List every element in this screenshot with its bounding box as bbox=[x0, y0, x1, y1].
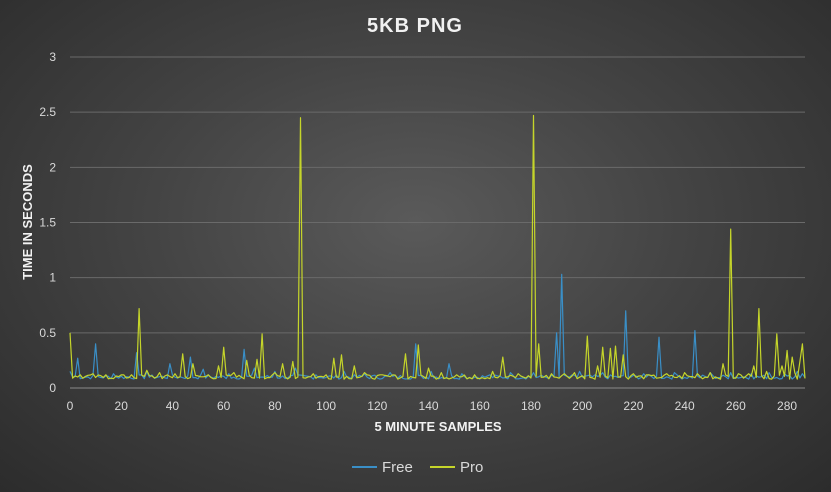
y-tick-label: 0 bbox=[49, 381, 56, 395]
y-tick-label: 1 bbox=[49, 271, 56, 285]
x-tick-label: 140 bbox=[419, 399, 439, 413]
y-tick-label: 2.5 bbox=[39, 105, 56, 119]
x-axis-ticks: 0 20 40 60 80 100 120 140 160 180 200 220 240 260 280 bbox=[67, 399, 798, 413]
x-tick-label: 20 bbox=[115, 399, 129, 413]
y-tick-label: 2 bbox=[49, 160, 56, 174]
legend: Free Pro bbox=[352, 459, 483, 476]
y-axis-ticks: 0 0.5 1 1.5 2 2.5 3 bbox=[39, 50, 56, 395]
x-tick-label: 220 bbox=[623, 399, 643, 413]
y-tick-label: 1.5 bbox=[39, 216, 56, 230]
x-tick-label: 40 bbox=[166, 399, 180, 413]
x-tick-label: 100 bbox=[316, 399, 336, 413]
x-tick-label: 260 bbox=[726, 399, 746, 413]
x-tick-label: 280 bbox=[777, 399, 797, 413]
x-tick-label: 240 bbox=[675, 399, 695, 413]
legend-label-free: Free bbox=[382, 459, 413, 476]
x-tick-label: 80 bbox=[268, 399, 282, 413]
x-axis-title: 5 MINUTE SAMPLES bbox=[374, 419, 501, 434]
x-tick-label: 160 bbox=[470, 399, 490, 413]
y-tick-label: 0.5 bbox=[39, 326, 56, 340]
gridlines bbox=[70, 56, 805, 389]
x-tick-label: 60 bbox=[217, 399, 231, 413]
x-tick-label: 0 bbox=[67, 399, 74, 413]
series-lines bbox=[69, 114, 806, 380]
legend-label-pro: Pro bbox=[460, 459, 483, 476]
chart-title: 5KB PNG bbox=[367, 15, 463, 37]
series-line-pro bbox=[69, 114, 806, 380]
series-line-free bbox=[69, 273, 806, 380]
x-tick-label: 180 bbox=[521, 399, 541, 413]
y-axis-title: TIME IN SECONDS bbox=[20, 164, 35, 280]
x-tick-label: 200 bbox=[572, 399, 592, 413]
x-tick-label: 120 bbox=[367, 399, 387, 413]
y-tick-label: 3 bbox=[49, 50, 56, 64]
